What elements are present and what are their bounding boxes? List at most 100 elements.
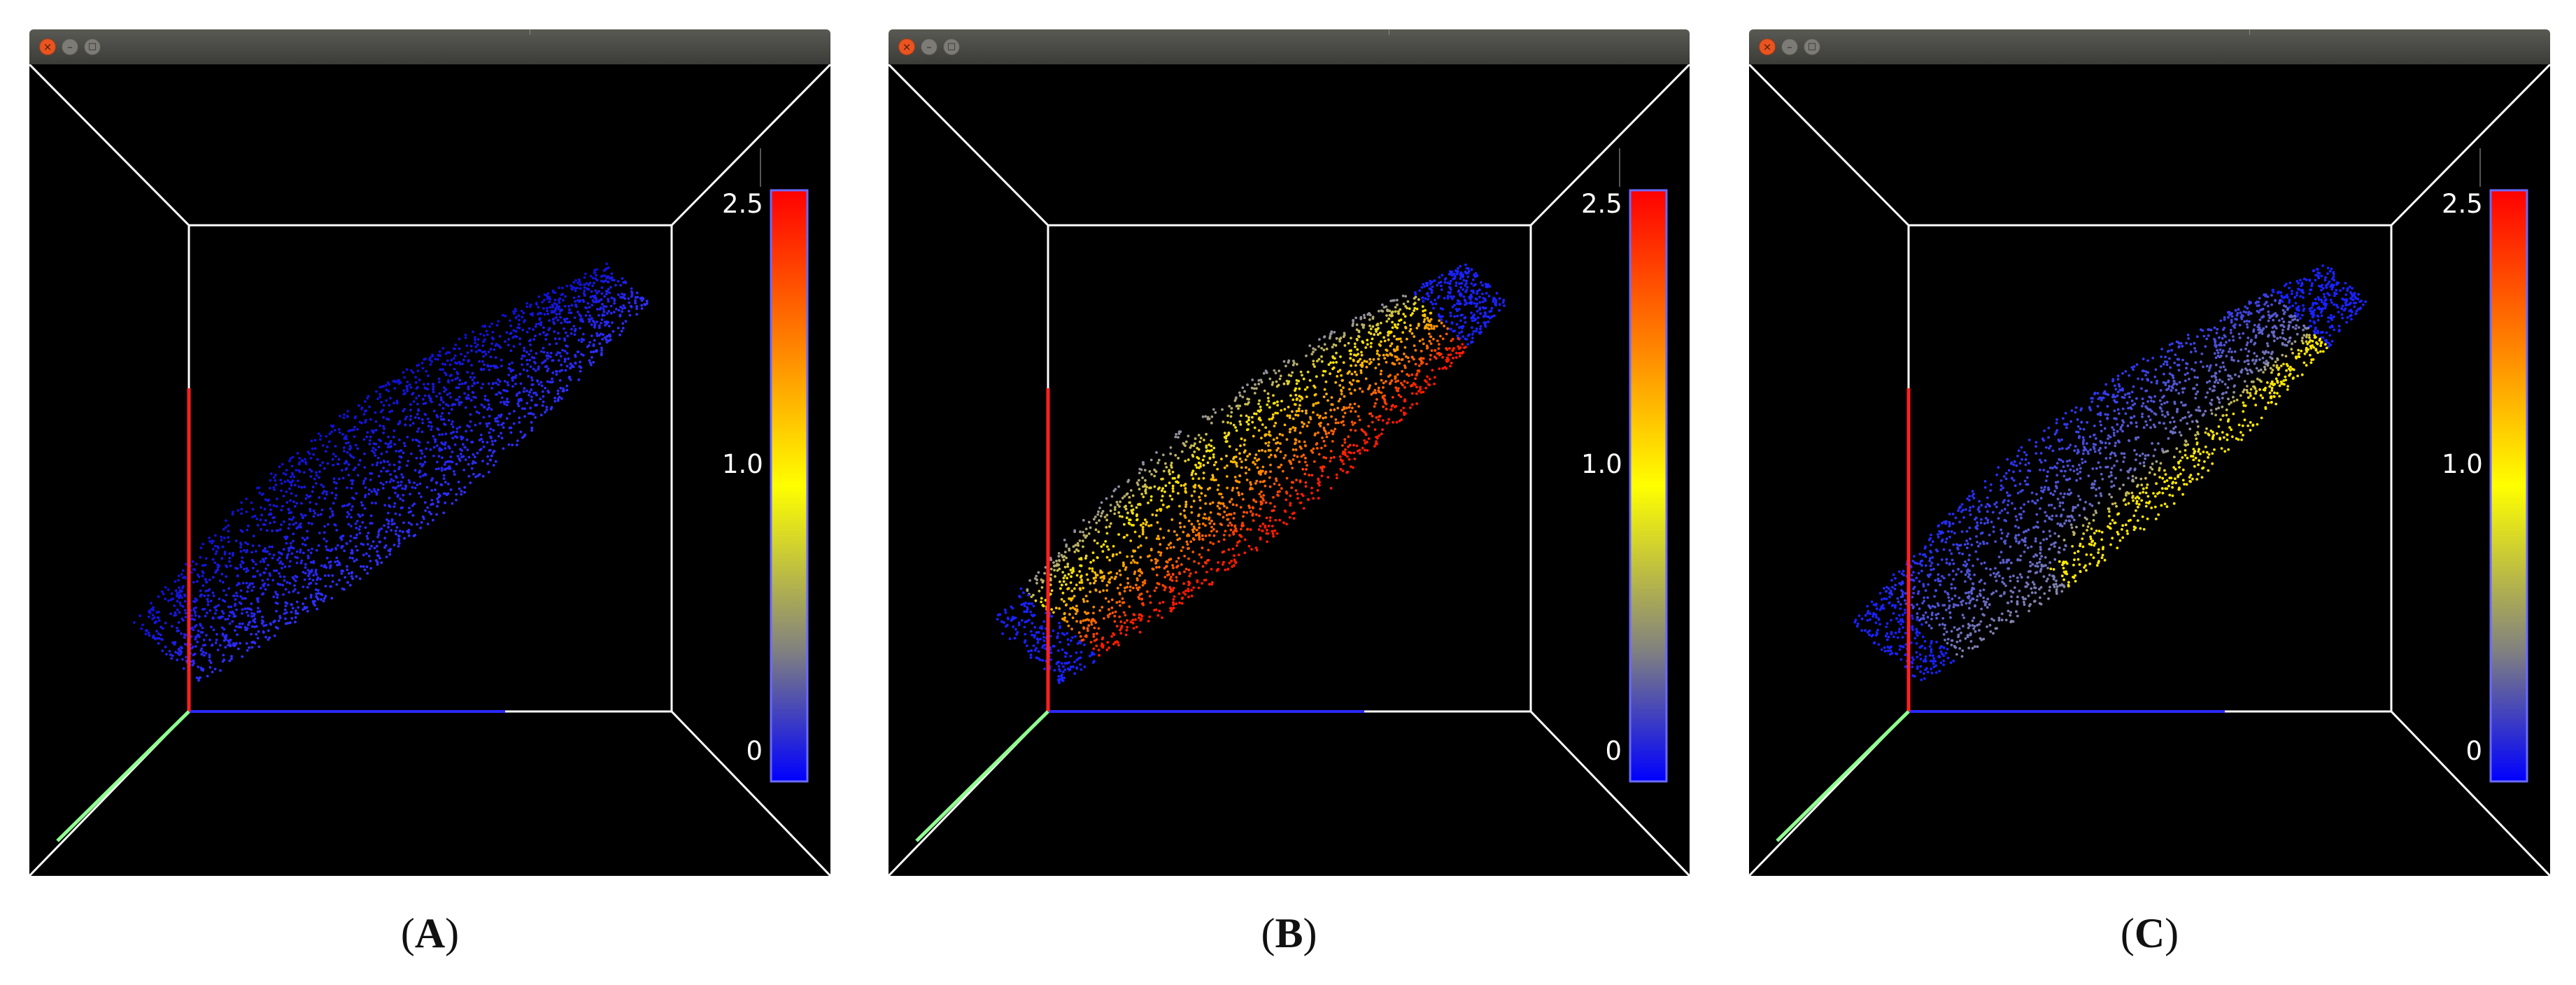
point [284, 617, 287, 621]
point [388, 404, 391, 407]
point [1424, 386, 1427, 390]
minimize-button[interactable]: – [921, 38, 937, 55]
point [1280, 463, 1283, 467]
point [279, 479, 282, 482]
point [1224, 530, 1227, 532]
point [242, 548, 246, 552]
point [428, 358, 431, 362]
point [580, 337, 583, 341]
point [423, 413, 427, 416]
window-titlebar[interactable]: × – □ [29, 29, 830, 64]
point [309, 593, 313, 597]
point [558, 301, 561, 304]
point [157, 595, 160, 598]
minimize-button[interactable]: – [62, 38, 78, 55]
point [285, 581, 289, 584]
point [1325, 392, 1328, 395]
point [229, 638, 232, 642]
point [1324, 432, 1328, 436]
point [593, 295, 597, 297]
point [476, 381, 479, 384]
point [403, 441, 406, 445]
point [1416, 369, 1420, 372]
point [512, 345, 516, 348]
point [562, 390, 565, 392]
point [378, 557, 381, 560]
point [350, 508, 353, 511]
3d-viewport[interactable]: 2.5 1.0 0 [889, 64, 1690, 876]
point [295, 575, 299, 579]
3d-viewport[interactable]: 2.5 1.0 0 [29, 64, 830, 876]
point [1329, 409, 1332, 412]
point [435, 395, 438, 398]
point [514, 374, 518, 377]
point [1304, 444, 1307, 447]
close-button[interactable]: × [39, 38, 56, 55]
point [471, 384, 474, 388]
point [1012, 617, 1015, 621]
point [211, 558, 215, 561]
point [1287, 374, 1291, 377]
point [569, 332, 573, 335]
point [476, 474, 480, 477]
point [1017, 623, 1021, 627]
point [1413, 309, 1415, 312]
point [386, 460, 390, 463]
point [384, 544, 388, 547]
point-cloud-scene[interactable] [29, 64, 830, 876]
point [1118, 569, 1121, 572]
point [563, 304, 567, 308]
point [261, 579, 264, 582]
point [1298, 481, 1302, 483]
point [141, 623, 144, 627]
point [366, 431, 369, 434]
point [385, 383, 388, 387]
point [1272, 509, 1275, 512]
point [1372, 358, 1375, 361]
point [201, 651, 205, 654]
point [1276, 411, 1279, 415]
point-cloud-scene[interactable] [889, 64, 1690, 876]
point [591, 284, 594, 288]
point [1066, 638, 1070, 642]
point [259, 560, 262, 563]
point [269, 521, 271, 525]
point [1177, 436, 1180, 439]
point [1223, 504, 1226, 508]
point [1464, 263, 1467, 267]
point [183, 593, 186, 596]
point [1288, 416, 1291, 419]
point [1126, 581, 1130, 585]
point [1078, 581, 1082, 584]
point [329, 516, 332, 518]
point [1190, 588, 1194, 592]
point [421, 421, 425, 425]
point [574, 287, 576, 290]
point [1233, 524, 1237, 527]
point [1094, 516, 1097, 518]
window-titlebar[interactable]: × – □ [889, 29, 1690, 64]
point [1223, 436, 1226, 439]
close-button[interactable]: × [898, 38, 915, 55]
point [309, 507, 312, 511]
point [1429, 300, 1433, 304]
point [227, 614, 231, 618]
point [178, 601, 182, 604]
point [1457, 289, 1461, 292]
point [462, 469, 466, 472]
point [1354, 410, 1357, 413]
point [358, 459, 362, 462]
point [482, 445, 486, 448]
maximize-button[interactable]: □ [84, 38, 101, 55]
point [1406, 373, 1408, 376]
point [1070, 628, 1073, 630]
point [1055, 560, 1058, 562]
point [1171, 572, 1175, 576]
point [1185, 540, 1189, 544]
maximize-button[interactable]: □ [943, 38, 960, 55]
point [1080, 581, 1084, 584]
point [1170, 464, 1173, 467]
point [1409, 406, 1412, 409]
point [283, 575, 286, 579]
point [539, 413, 543, 417]
